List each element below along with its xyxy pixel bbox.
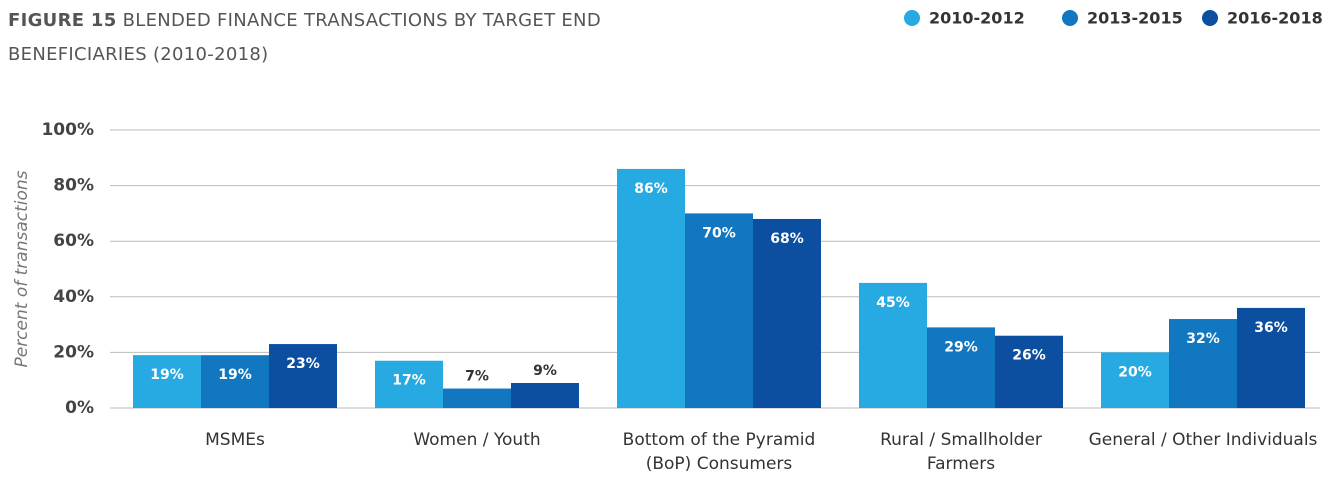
bar: [995, 335, 1063, 408]
bar: [927, 327, 995, 408]
value-label: 29%: [944, 339, 978, 355]
title-text: BLENDED FINANCE TRANSACTIONS BY TARGET E…: [8, 10, 601, 65]
bar: [443, 388, 511, 408]
value-label: 70%: [702, 225, 736, 241]
bar: [201, 355, 269, 408]
y-tick-label: 80%: [53, 176, 94, 196]
figure-label: FIGURE 15: [8, 10, 117, 31]
bar: [1169, 319, 1237, 408]
legend-marker: [1202, 10, 1218, 26]
legend-label: 2010-2012: [929, 9, 1025, 28]
x-tick-label: Rural / Smallholder Farmers: [880, 430, 1042, 474]
value-label: 26%: [1012, 348, 1046, 364]
legend-marker: [1062, 10, 1078, 26]
bar: [133, 355, 201, 408]
bar: [269, 344, 337, 408]
value-label: 36%: [1254, 320, 1288, 336]
value-label: 45%: [876, 295, 910, 311]
legend-label: 2016-2018: [1227, 9, 1323, 28]
value-label: 86%: [634, 181, 668, 197]
bar: [617, 168, 685, 408]
y-tick-label: 100%: [41, 120, 94, 140]
value-label: 32%: [1186, 331, 1220, 347]
value-label: 7%: [465, 369, 489, 385]
value-label: 19%: [218, 367, 252, 383]
x-tick-label: Women / Youth: [413, 430, 541, 450]
value-label: 23%: [286, 356, 320, 372]
bar: [375, 360, 443, 408]
value-label: 68%: [770, 231, 804, 247]
bar: [1101, 352, 1169, 408]
y-axis-label: Percent of transactions: [12, 170, 32, 367]
legend-label: 2013-2015: [1087, 9, 1183, 28]
bar: [753, 218, 821, 408]
value-label: 20%: [1118, 364, 1152, 380]
bar: [1237, 307, 1305, 408]
value-label: 9%: [533, 363, 557, 379]
x-tick-label: General / Other Individuals: [1088, 430, 1318, 450]
x-tick-label: MSMEs: [205, 430, 265, 450]
x-tick-label: Bottom of the Pyramid (BoP) Consumers: [622, 430, 816, 474]
value-label: 19%: [150, 367, 184, 383]
y-tick-label: 20%: [53, 342, 94, 362]
chart-title: FIGURE 15 BLENDED FINANCE TRANSACTIONS B…: [8, 4, 668, 72]
bar: [859, 282, 927, 408]
bar: [685, 213, 753, 408]
y-tick-label: 60%: [53, 231, 94, 251]
value-label: 17%: [392, 373, 426, 389]
y-tick-label: 40%: [53, 287, 94, 307]
y-tick-label: 0%: [65, 398, 94, 418]
legend-marker: [904, 10, 920, 26]
bar: [511, 382, 579, 408]
